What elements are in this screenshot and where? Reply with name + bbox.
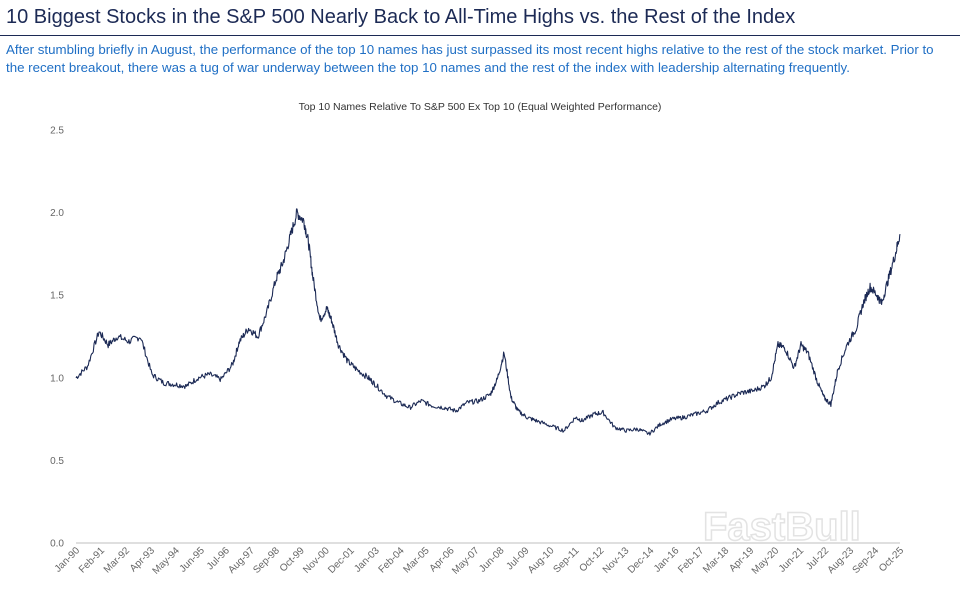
x-tick-label: Sep-24 <box>851 545 882 576</box>
x-tick-label: Feb-04 <box>377 545 407 575</box>
y-tick-label: 2.0 <box>50 208 64 219</box>
x-tick-label: Aug-97 <box>226 545 257 576</box>
x-tick-label: Feb-91 <box>77 545 107 575</box>
y-tick-label: 1.5 <box>50 291 64 302</box>
x-axis: Jan-90Feb-91Mar-92Apr-93May-94Jun-95Jul-… <box>53 545 907 577</box>
y-axis: 0.0 0.5 1.0 1.5 2.0 2.5 <box>50 126 64 550</box>
x-tick-label: May-94 <box>151 545 183 577</box>
y-tick-label: 1.0 <box>50 373 64 384</box>
x-tick-label: Jan-03 <box>352 545 382 575</box>
watermark: FastBull <box>703 505 861 549</box>
x-tick-label: Sep-11 <box>551 545 581 575</box>
chart-title: Top 10 Names Relative To S&P 500 Ex Top … <box>299 101 662 113</box>
x-tick-label: Mar-05 <box>402 545 432 575</box>
x-tick-label: Mar-92 <box>102 545 132 575</box>
x-tick-label: Sep-98 <box>251 545 282 576</box>
x-tick-label: Jun-95 <box>178 545 208 575</box>
x-tick-label: Mar-18 <box>701 545 731 575</box>
x-tick-label: Dec-01 <box>326 545 357 576</box>
page-title: 10 Biggest Stocks in the S&P 500 Nearly … <box>6 6 796 28</box>
x-tick-label: Jun-21 <box>777 545 807 575</box>
title-divider <box>0 35 960 36</box>
x-tick-label: Jun-08 <box>477 545 507 575</box>
x-tick-label: Oct-25 <box>877 545 906 574</box>
x-tick-label: Nov-13 <box>601 545 632 576</box>
x-tick-label: Nov-00 <box>301 545 332 576</box>
x-tick-label: May-20 <box>750 545 782 577</box>
x-tick-label: Feb-17 <box>676 545 706 575</box>
series-line <box>75 208 901 436</box>
y-tick-label: 0.0 <box>50 539 64 550</box>
y-tick-label: 2.5 <box>50 126 64 137</box>
y-tick-label: 0.5 <box>50 456 64 467</box>
x-tick-label: Dec-14 <box>626 545 657 576</box>
x-tick-label: Aug-10 <box>526 545 557 576</box>
x-tick-label: May-07 <box>450 545 482 577</box>
x-tick-label: Jan-16 <box>652 545 682 575</box>
x-tick-label: Aug-23 <box>826 545 857 576</box>
page-subtitle: After stumbling briefly in August, the p… <box>6 42 934 75</box>
